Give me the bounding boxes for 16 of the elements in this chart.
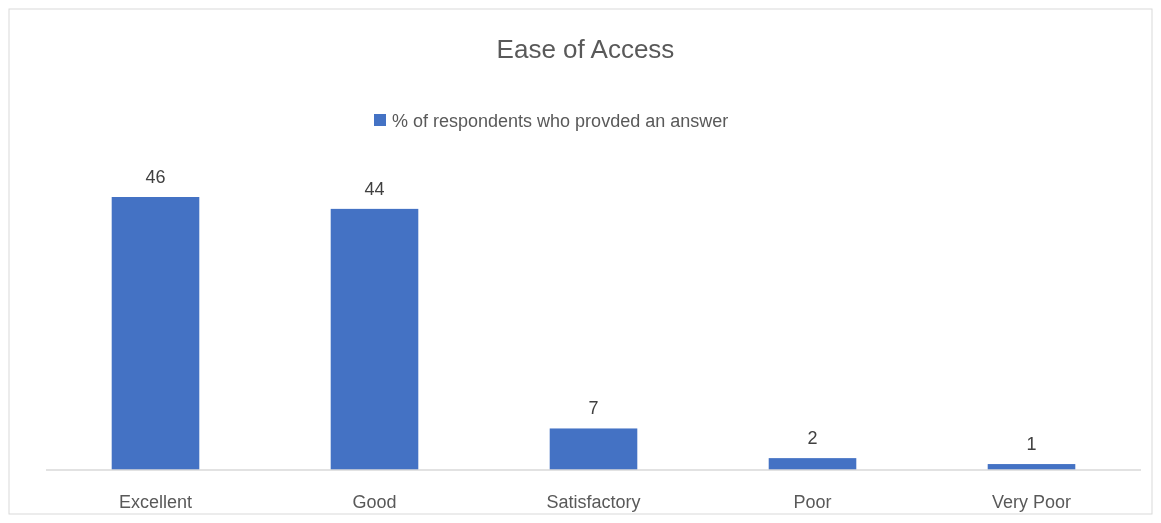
x-tick-label: Excellent <box>118 492 193 512</box>
legend-label: % of respondents who provded an answer <box>392 111 729 131</box>
x-tick-label: Good <box>352 492 397 512</box>
x-tick-label: Satisfactory <box>546 492 641 512</box>
chart-title: Ease of Access <box>496 34 675 64</box>
x-tick-label: Poor <box>793 492 832 512</box>
data-label: 46 <box>145 167 166 187</box>
data-label: 44 <box>364 178 385 199</box>
data-label: 7 <box>588 398 599 419</box>
data-label: 2 <box>807 428 818 449</box>
bar <box>549 428 638 470</box>
bar <box>111 197 200 470</box>
data-label: 1 <box>1026 434 1037 455</box>
bar <box>768 458 857 470</box>
x-tick-label: Very Poor <box>991 492 1072 512</box>
bar <box>330 208 419 470</box>
